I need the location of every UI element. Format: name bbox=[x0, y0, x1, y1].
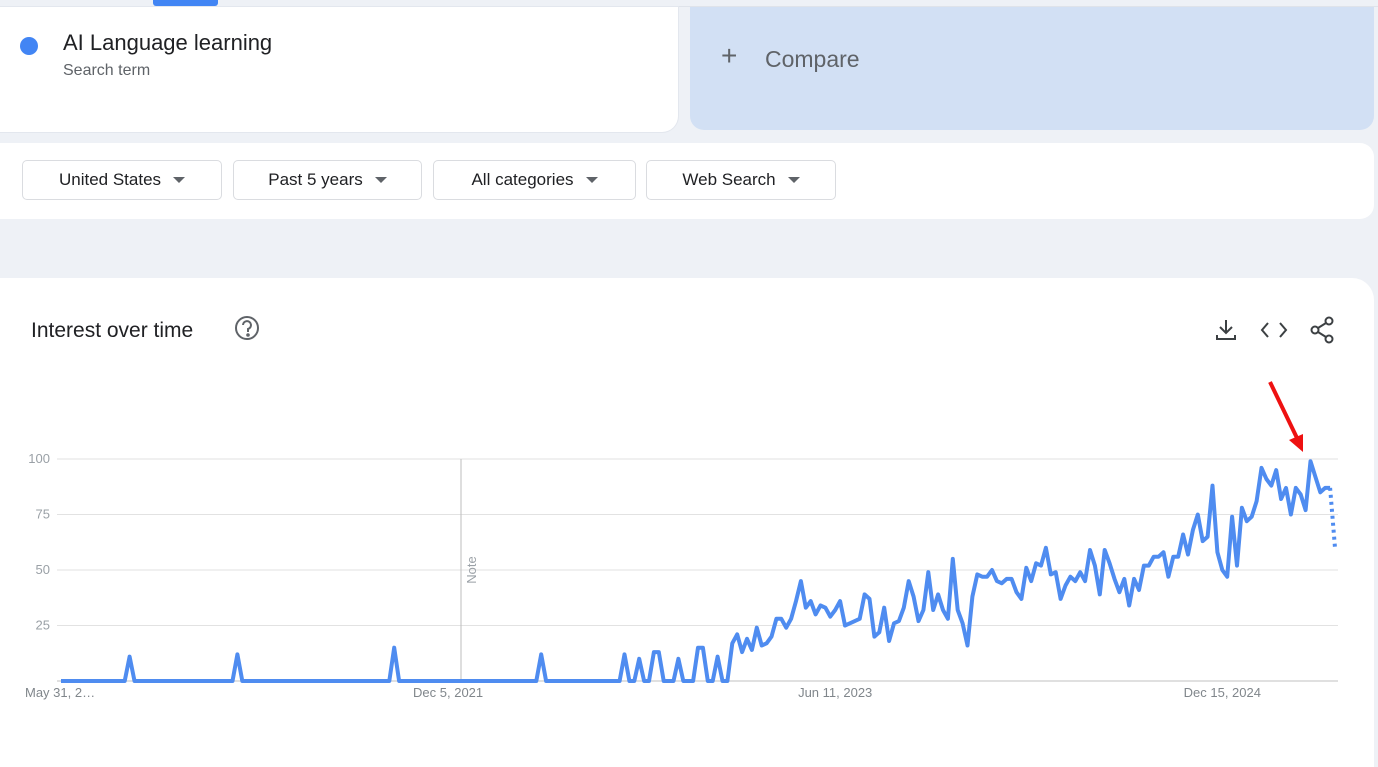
download-icon[interactable] bbox=[1216, 320, 1236, 340]
trend-line bbox=[61, 459, 1331, 683]
chart-title: Interest over time bbox=[31, 319, 193, 342]
x-tick-label: Dec 5, 2021 bbox=[413, 685, 483, 700]
y-tick-label: 75 bbox=[36, 507, 50, 522]
filter-button[interactable]: Web Search bbox=[646, 160, 836, 200]
filter-label: Past 5 years bbox=[268, 170, 363, 189]
compare-card[interactable]: + Compare bbox=[690, 7, 1374, 130]
dropdown-icon bbox=[585, 177, 598, 183]
x-tick-label: Jun 11, 2023 bbox=[798, 685, 872, 700]
chart-card bbox=[0, 278, 1374, 767]
dropdown-icon bbox=[787, 177, 800, 183]
y-tick-label: 50 bbox=[36, 562, 50, 577]
partial-segment bbox=[1328, 487, 1337, 548]
dropdown-icon bbox=[374, 177, 387, 183]
tab-indicator bbox=[153, 0, 218, 6]
x-tick-label: Dec 15, 2024 bbox=[1184, 685, 1261, 700]
red-arrow bbox=[1268, 381, 1303, 452]
term-dot bbox=[20, 37, 38, 55]
x-tick-label: May 31, 2… bbox=[25, 685, 95, 700]
term-subtitle: Search term bbox=[63, 62, 151, 79]
filter-label: Web Search bbox=[682, 170, 776, 189]
filter-label: All categories bbox=[471, 170, 574, 189]
filter-button[interactable]: United States bbox=[22, 160, 222, 200]
search-term-card[interactable]: AI Language learning Search term bbox=[0, 7, 678, 132]
filter-label: United States bbox=[58, 170, 162, 189]
y-tick-label: 100 bbox=[28, 451, 50, 466]
top-border bbox=[0, 6, 1378, 7]
y-tick-label: 25 bbox=[36, 618, 50, 633]
term-name: AI Language learning bbox=[63, 30, 273, 55]
embed-icon[interactable] bbox=[1260, 322, 1288, 338]
dropdown-icon bbox=[173, 177, 186, 183]
filter-button[interactable]: All categories bbox=[433, 160, 636, 200]
note-label: Note bbox=[464, 556, 479, 583]
filter-button[interactable]: Past 5 years bbox=[233, 160, 422, 200]
compare-label: Compare bbox=[765, 46, 860, 72]
help-icon[interactable] bbox=[235, 316, 259, 340]
share-icon[interactable] bbox=[1310, 316, 1334, 344]
plus-icon: + bbox=[721, 40, 738, 71]
